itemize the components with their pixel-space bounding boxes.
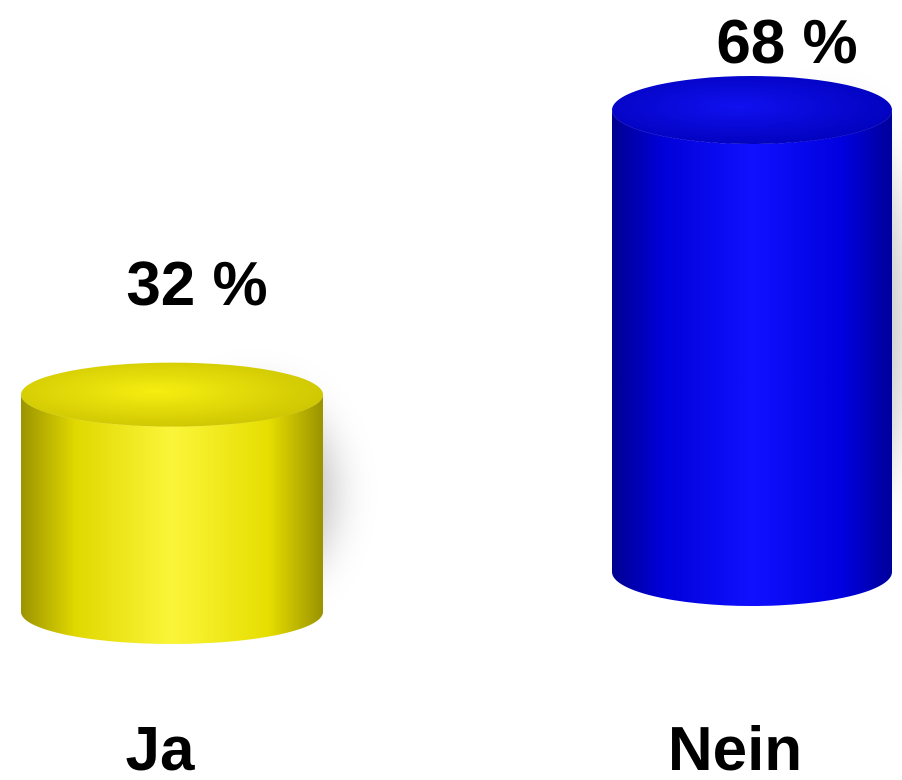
bar-top-nein [612, 76, 892, 144]
value-label-nein: 68 % [716, 8, 857, 77]
value-label-ja: 32 % [126, 250, 267, 319]
category-label-nein: Nein [668, 715, 802, 780]
bars-layer [21, 76, 892, 644]
category-label-ja: Ja [126, 715, 195, 780]
bar-ja [21, 394, 323, 644]
bar-top-ja [21, 362, 323, 427]
bar-nein [612, 110, 892, 606]
